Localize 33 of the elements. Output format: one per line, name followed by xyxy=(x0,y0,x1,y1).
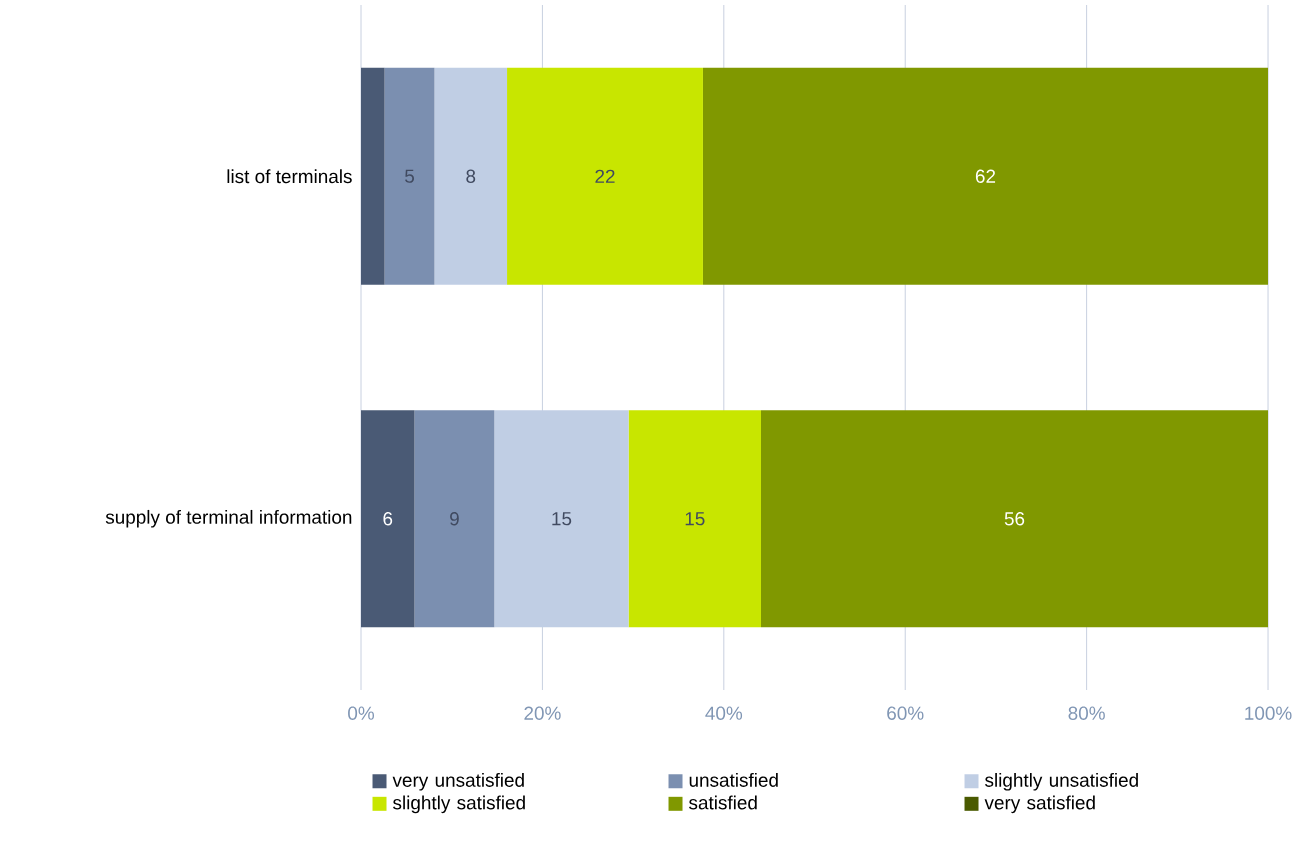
data-label: 9 xyxy=(450,512,459,526)
data-label: 15 xyxy=(685,512,705,526)
y-tick-label: list of terminals xyxy=(227,169,352,184)
x-tick-label: 60% xyxy=(887,706,924,720)
bar xyxy=(507,67,703,285)
bar xyxy=(361,67,385,285)
x-tick-label: 20% xyxy=(524,706,561,720)
x-tick-label: 80% xyxy=(1068,706,1105,720)
legend-label: very satisfied xyxy=(984,795,1095,814)
legend-label: satisfied xyxy=(689,795,757,810)
data-label: 62 xyxy=(975,169,996,183)
data-label: 15 xyxy=(552,512,572,526)
bar xyxy=(414,410,495,628)
bar xyxy=(434,67,508,285)
data-label: 22 xyxy=(595,169,615,183)
bar xyxy=(384,67,435,285)
x-tick-label: 100% xyxy=(1245,706,1292,720)
x-tick-label: 40% xyxy=(705,706,743,720)
legend-label: unsatisfied xyxy=(689,772,778,787)
bar xyxy=(761,410,1269,628)
data-label: 6 xyxy=(383,512,393,526)
data-label: 56 xyxy=(1004,512,1025,526)
bar xyxy=(494,410,629,628)
legend-label: slightly satisfied xyxy=(393,795,525,814)
x-tick-label: 0% xyxy=(348,706,375,720)
bar xyxy=(361,410,415,628)
legend-label: slightly unsatisfied xyxy=(985,772,1138,791)
bar xyxy=(702,67,1269,285)
data-label: 5 xyxy=(405,169,414,183)
legend-label: very unsatisfied xyxy=(392,772,524,791)
data-label: 8 xyxy=(466,169,476,183)
bar xyxy=(628,410,761,628)
y-tick-label: supply of terminal information xyxy=(105,509,352,528)
